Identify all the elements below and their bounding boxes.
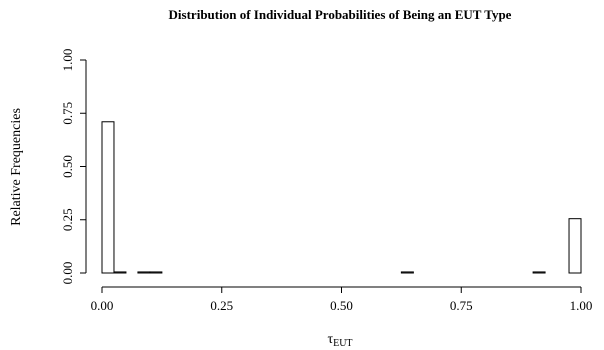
histogram-bar-6	[568, 218, 582, 274]
histogram-bar-1	[113, 271, 127, 274]
x-axis-label-subscript: EUT	[333, 338, 352, 349]
histogram-bar-3	[149, 271, 163, 274]
y-tick-label-3: 0.75	[60, 102, 75, 125]
y-tick-label-0: 0.00	[60, 262, 75, 285]
histogram-bar-5	[532, 271, 546, 274]
y-axis-label: Relative Frequencies	[9, 108, 24, 226]
x-tick-label-3: 0.75	[450, 298, 473, 313]
y-tick-label-1: 0.25	[60, 208, 75, 231]
x-axis-ticks: 0.00 0.25 0.50 0.75 1.00	[91, 287, 593, 313]
x-tick-label-1: 0.25	[210, 298, 233, 313]
x-axis-label-main: τ	[327, 332, 333, 347]
chart-title: Distribution of Individual Probabilities…	[169, 7, 512, 22]
x-axis-label: τEUT	[327, 332, 352, 349]
histogram-bar-0	[101, 121, 115, 274]
histogram-bar-4	[400, 271, 414, 274]
y-axis-ticks: 0.00 0.25 0.50 0.75 1.00	[60, 49, 86, 285]
x-tick-label-0: 0.00	[91, 298, 114, 313]
x-tick-label-4: 1.00	[570, 298, 593, 313]
y-tick-label-4: 1.00	[60, 49, 75, 72]
bars-group	[101, 121, 582, 274]
x-tick-label-2: 0.50	[330, 298, 353, 313]
histogram-bar-2	[137, 271, 151, 274]
y-tick-label-2: 0.50	[60, 155, 75, 178]
